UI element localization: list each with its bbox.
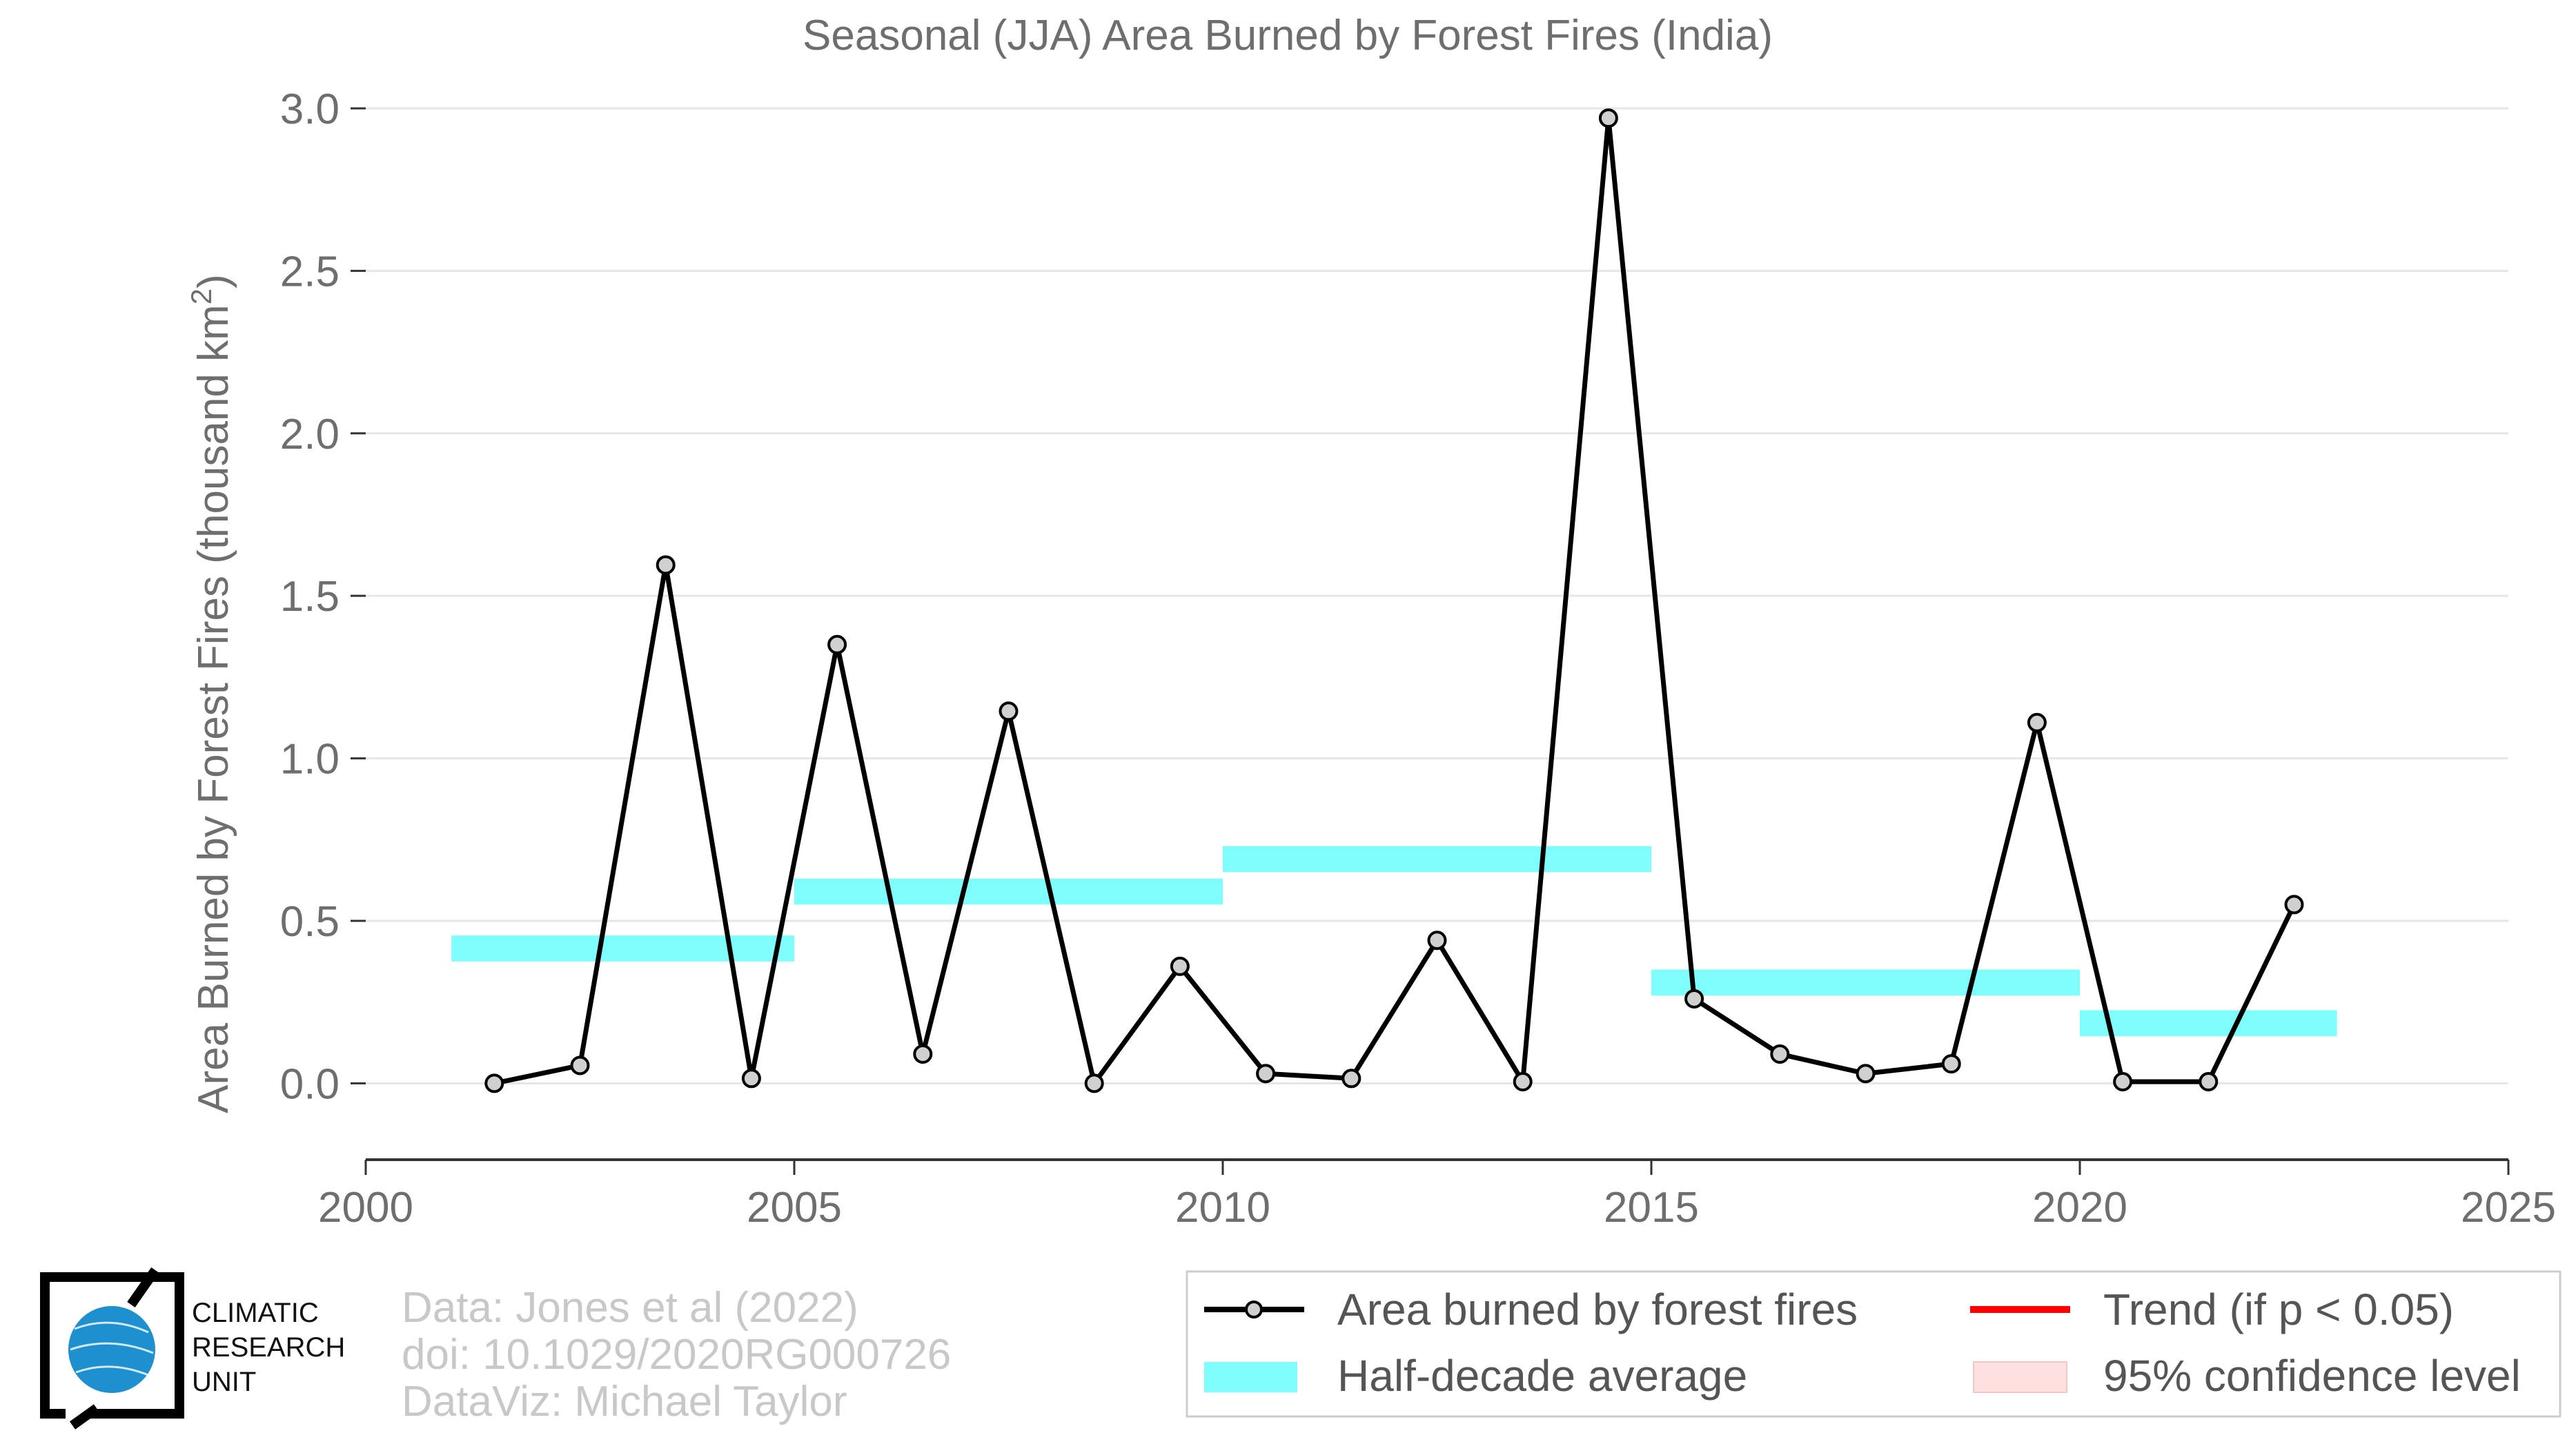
half-decade-band [451, 935, 794, 962]
data-point [1170, 956, 1190, 976]
logo-line-1: CLIMATIC [192, 1298, 319, 1328]
half-decade-band [1223, 846, 1651, 873]
logo-slash-bottom [69, 1404, 100, 1430]
data-point [1084, 1073, 1104, 1093]
x-tick-label: 2010 [1175, 1184, 1270, 1231]
data-point [2199, 1072, 2219, 1092]
y-axis-ticks: 0.0 0.5 1.0 1.5 2.0 2.5 3.0 [280, 86, 366, 1108]
half-decade-band [2080, 1010, 2337, 1037]
data-point [1770, 1044, 1790, 1064]
y-tick-label: 0.5 [280, 898, 340, 946]
logo-bracket-left [40, 1272, 152, 1419]
legend-half-decade-swatch [1204, 1362, 1297, 1392]
series-line [493, 115, 2297, 1086]
y-axis-label-superscript: 2 [185, 289, 217, 304]
y-tick-label: 1.0 [280, 736, 340, 783]
data-point [2284, 895, 2304, 915]
credits: Data: Jones et al (2022) doi: 10.1029/20… [402, 1284, 951, 1425]
credit-dataviz: DataViz: Michael Taylor [402, 1378, 847, 1425]
legend-label-confidence: 95% confidence level [2103, 1351, 2521, 1401]
x-tick-label: 2025 [2461, 1184, 2556, 1231]
data-point [741, 1069, 761, 1089]
data-point [999, 701, 1019, 721]
y-tick-label: 3.0 [280, 86, 340, 133]
data-point [2113, 1072, 2133, 1092]
legend-label-half-decade: Half-decade average [1337, 1351, 1747, 1401]
data-point [656, 555, 676, 575]
x-tick-label: 2015 [1604, 1184, 1699, 1231]
y-axis-label-text: Area Burned by Forest Fires (thousand km [190, 304, 237, 1113]
data-point [570, 1055, 590, 1075]
logo-line-2: RESEARCH [192, 1332, 345, 1363]
legend-box [1186, 1270, 2562, 1418]
x-tick-label: 2020 [2032, 1184, 2127, 1231]
x-axis: 2000 2005 2010 2015 2020 2025 [318, 1158, 2556, 1231]
y-tick-label: 1.5 [280, 573, 340, 621]
half-decade-band [794, 878, 1223, 905]
x-tick-label: 2005 [747, 1184, 842, 1231]
x-tick-label: 2000 [318, 1184, 413, 1231]
legend-confidence-swatch [1973, 1361, 2067, 1393]
cru-logo: CLIMATIC RESEARCH UNIT [40, 1267, 345, 1430]
legend-label-trend: Trend (if p < 0.05) [2103, 1285, 2454, 1334]
data-point [1341, 1069, 1361, 1089]
half-decade-band [1651, 969, 2080, 996]
data-point [1598, 108, 1618, 128]
y-axis-label: Area Burned by Forest Fires (thousand km… [185, 274, 237, 1113]
half-decade-bands [451, 846, 2337, 1037]
data-point [913, 1044, 933, 1064]
data-point [1427, 931, 1447, 951]
globe-icon [68, 1306, 155, 1393]
legend-series-marker-swatch [1245, 1301, 1263, 1318]
data-point [1684, 989, 1704, 1009]
legend-label-area-burned: Area burned by forest fires [1337, 1285, 1858, 1334]
logo-line-3: UNIT [192, 1367, 256, 1397]
y-tick-label: 2.5 [280, 248, 340, 295]
data-point [2027, 712, 2047, 732]
credit-doi: doi: 10.1029/2020RG000726 [402, 1331, 951, 1379]
data-point [1856, 1064, 1876, 1084]
data-series [484, 108, 2304, 1093]
y-axis-label-end: ) [190, 274, 237, 289]
y-tick-label: 0.0 [280, 1060, 340, 1108]
data-point [1941, 1054, 1961, 1074]
legend: Area burned by forest fires Trend (if p … [1186, 1270, 2562, 1418]
chart-title: Seasonal (JJA) Area Burned by Forest Fir… [803, 12, 1773, 59]
logo-slash-top [127, 1267, 159, 1308]
data-point [827, 634, 847, 654]
svg-text:Area Burned by Forest Fires (t: Area Burned by Forest Fires (thousand km… [185, 274, 237, 1113]
logo-bracket-right [90, 1272, 184, 1419]
globe-lines-icon [70, 1321, 154, 1376]
credit-data: Data: Jones et al (2022) [402, 1284, 858, 1332]
data-point [1513, 1072, 1533, 1092]
data-point [484, 1073, 504, 1093]
data-point [1256, 1064, 1276, 1084]
y-tick-label: 2.0 [280, 411, 340, 458]
